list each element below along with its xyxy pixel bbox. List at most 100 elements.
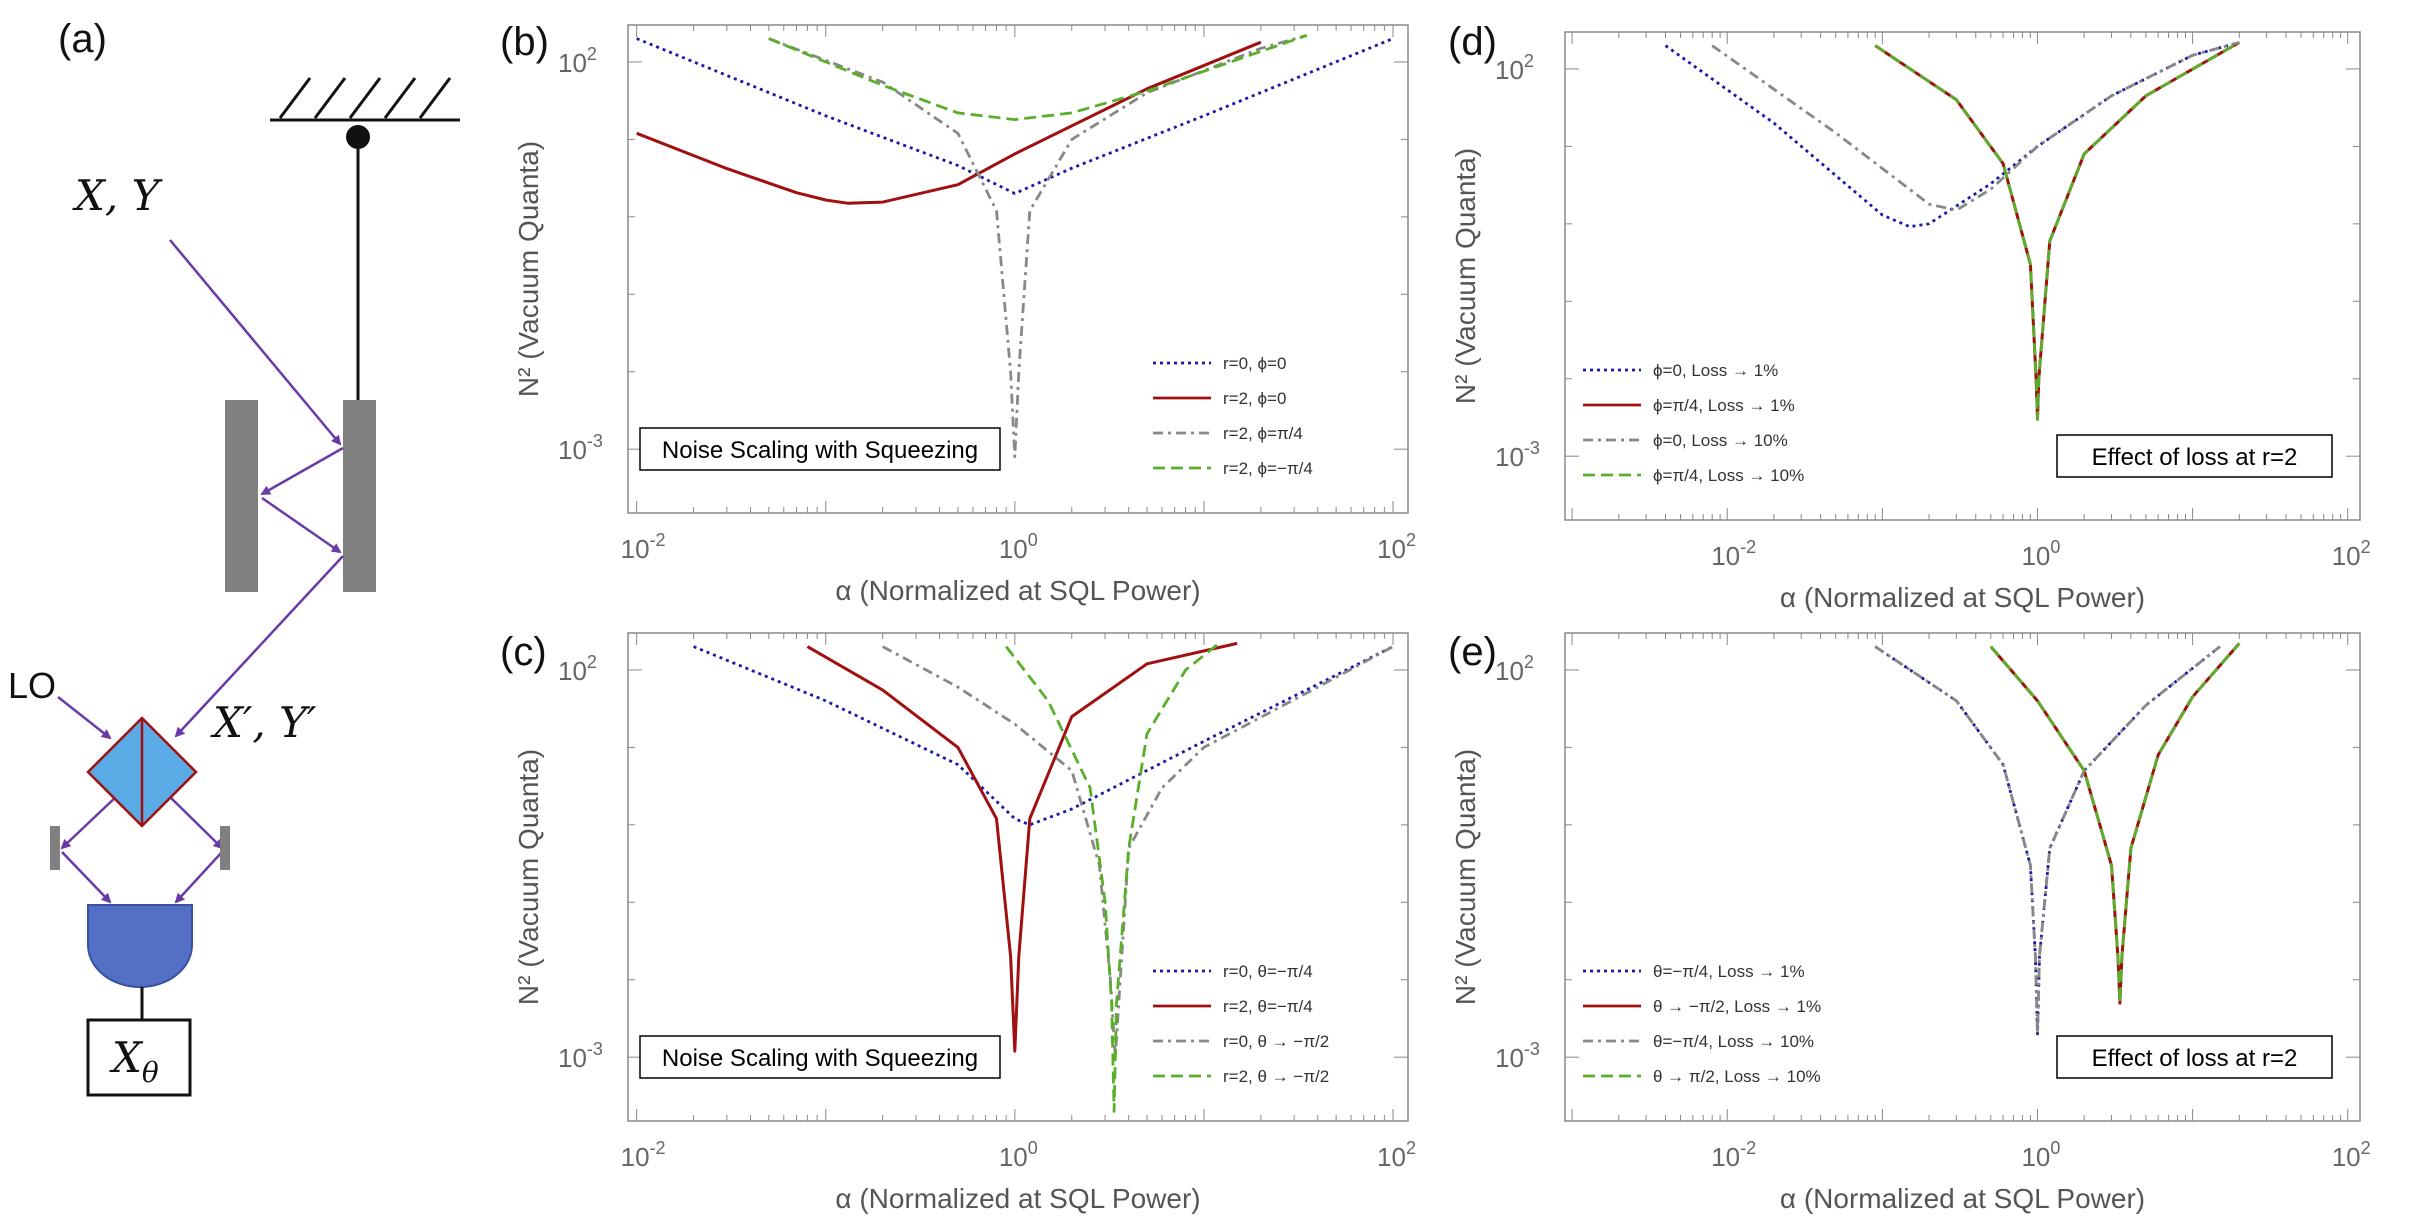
panel-letter-e: (e)	[1448, 630, 1497, 674]
legend-entry: ϕ=π/4, Loss → 1%	[1653, 396, 1795, 415]
y-tick-label: 102	[1495, 652, 1534, 686]
right-fold-mirror	[220, 826, 230, 870]
legend: ϕ=0, Loss → 1% ϕ=π/4, Loss → 1% ϕ=0, Loss …	[1583, 361, 1804, 485]
legend-entry: r=2, θ → −π/2	[1223, 1067, 1329, 1086]
local-oscillator-label: LO	[8, 665, 56, 706]
x-axis-label: α (Normalized at SQL Power)	[1780, 1183, 2145, 1214]
plot-area	[1664, 41, 2241, 421]
x-axis-label: α (Normalized at SQL Power)	[835, 575, 1200, 606]
plot-area	[636, 34, 1394, 459]
plot-frame	[1564, 632, 2361, 1122]
x-tick-label: 100	[2021, 1138, 2060, 1172]
y-tick-label: 10-3	[558, 431, 603, 465]
plot-frame	[627, 632, 1409, 1122]
x-tick-label: 102	[1377, 530, 1416, 564]
x-tick-label: 102	[2332, 537, 2371, 571]
x-tick-label: 10-2	[621, 530, 666, 564]
chart-c: (c) 10-2 100 102 10-3 102 α (Normalized at SQL…	[500, 630, 1416, 1214]
series-line-c-1	[806, 641, 1238, 1053]
series-line-b-3	[768, 34, 1308, 121]
input-quadrature-label: X, Y	[72, 171, 164, 220]
legend: r=0, θ=−π/4 r=2, θ=−π/4 r=0, θ → −π/2 r=2, …	[1153, 962, 1329, 1086]
legend-entry: r=0, ϕ=0	[1223, 354, 1286, 373]
ceiling-support-icon	[270, 77, 460, 400]
optical-beams	[57, 239, 344, 904]
measurement-box	[86, 1018, 192, 1097]
chart-title: Effect of loss at r=2	[2092, 1045, 2298, 1072]
legend-entry: r=2, θ=−π/4	[1223, 997, 1313, 1016]
suspended-mirror	[343, 400, 376, 592]
series-line-d-0	[1664, 41, 2240, 229]
plot-area	[693, 641, 1394, 1113]
plot-frame	[627, 24, 1409, 514]
x-axis-label: α (Normalized at SQL Power)	[835, 1183, 1200, 1214]
x-tick-label: 10-2	[621, 1138, 666, 1172]
x-tick-label: 10-2	[1711, 537, 1756, 571]
legend-entry: θ → π/2, Loss → 10%	[1653, 1067, 1821, 1086]
chart-title-box	[639, 427, 1001, 471]
series-line-c-0	[693, 645, 1394, 827]
chart-b: (b) 10-2 100 102 10-3 102 α (Normalized at SQL…	[500, 20, 1416, 606]
y-axis-label: N² (Vacuum Quanta)	[1450, 749, 1481, 1005]
y-tick-label: 10-3	[558, 1039, 603, 1073]
left-fold-mirror	[50, 826, 60, 870]
series-line-d-2	[1711, 41, 2240, 212]
legend-entry: r=2, ϕ=−π/4	[1223, 459, 1313, 478]
chart-panels: (b) 10-2 100 102 10-3 102 α (Normalized at SQL…	[500, 20, 2371, 1214]
series-line-e-2	[1874, 645, 2221, 1036]
x-axis-label: α (Normalized at SQL Power)	[1780, 582, 2145, 613]
legend-entry: θ → −π/2, Loss → 1%	[1653, 997, 1821, 1016]
panel-letter-a: (a)	[58, 17, 107, 61]
legend-entry: r=0, θ → −π/2	[1223, 1032, 1329, 1051]
panel-letter-c: (c)	[500, 630, 547, 674]
plot-area	[1874, 642, 2241, 1036]
measurement-label: Xθ	[109, 1033, 159, 1089]
legend-entry: r=2, ϕ=0	[1223, 389, 1286, 408]
photodetector-icon	[87, 904, 193, 988]
chart-title-box	[2056, 434, 2333, 478]
y-tick-label: 10-3	[1495, 1039, 1540, 1073]
panel-a-schematic: (a) X, Y X′, Y′ LO	[8, 17, 460, 1097]
x-tick-label: 100	[999, 1138, 1038, 1172]
chart-d: (d) 10-2 100 102 10-3 102 α (Normalized at SQL…	[1448, 20, 2371, 613]
legend-entry: ϕ=0, Loss → 1%	[1653, 361, 1778, 380]
x-tick-label: 100	[2021, 537, 2060, 571]
panel-letter-b: (b)	[500, 20, 549, 64]
series-line-e-1	[1989, 642, 2241, 1005]
chart-title: Effect of loss at r=2	[2092, 444, 2298, 471]
y-tick-label: 102	[558, 652, 597, 686]
output-quadrature-label: X′, Y′	[210, 698, 317, 747]
chart-title-box	[2056, 1035, 2333, 1079]
series-line-c-3	[1005, 642, 1220, 1113]
y-tick-label: 102	[1495, 51, 1534, 85]
series-line-e-3	[1989, 642, 2241, 1005]
x-tick-label: 10-2	[1711, 1138, 1756, 1172]
legend-entry: θ=−π/4, Loss → 1%	[1653, 962, 1805, 981]
series-line-b-1	[636, 40, 1262, 205]
legend-entry: r=2, ϕ=π/4	[1223, 424, 1303, 443]
legend-entry: θ=−π/4, Loss → 10%	[1653, 1032, 1814, 1051]
y-tick-label: 10-3	[1495, 438, 1540, 472]
plot-frame	[1564, 31, 2361, 521]
legend: θ=−π/4, Loss → 1% θ → −π/2, Loss → 1% θ=−π…	[1583, 962, 1821, 1086]
series-line-b-0	[636, 37, 1394, 195]
y-tick-label: 102	[558, 44, 597, 78]
x-tick-label: 100	[999, 530, 1038, 564]
beam-splitter-icon	[86, 716, 198, 828]
legend-entry: ϕ=π/4, Loss → 10%	[1653, 466, 1804, 485]
x-tick-label: 102	[1377, 1138, 1416, 1172]
chart-e: (e) 10-2 100 102 10-3 102 α (Normalized at SQL…	[1448, 630, 2371, 1214]
fixed-mirror	[225, 400, 258, 592]
legend-entry: r=0, θ=−π/4	[1223, 962, 1313, 981]
series-line-d-1	[1874, 41, 2241, 421]
chart-title-box	[639, 1035, 1001, 1079]
y-axis-label: N² (Vacuum Quanta)	[1450, 148, 1481, 404]
series-line-d-3	[1874, 41, 2240, 421]
x-tick-label: 102	[2332, 1138, 2371, 1172]
series-line-c-2	[882, 645, 1394, 1059]
chart-title: Noise Scaling with Squeezing	[662, 1045, 978, 1072]
panel-letter-d: (d)	[1448, 20, 1497, 64]
y-axis-label: N² (Vacuum Quanta)	[513, 141, 544, 397]
y-axis-label: N² (Vacuum Quanta)	[513, 749, 544, 1005]
